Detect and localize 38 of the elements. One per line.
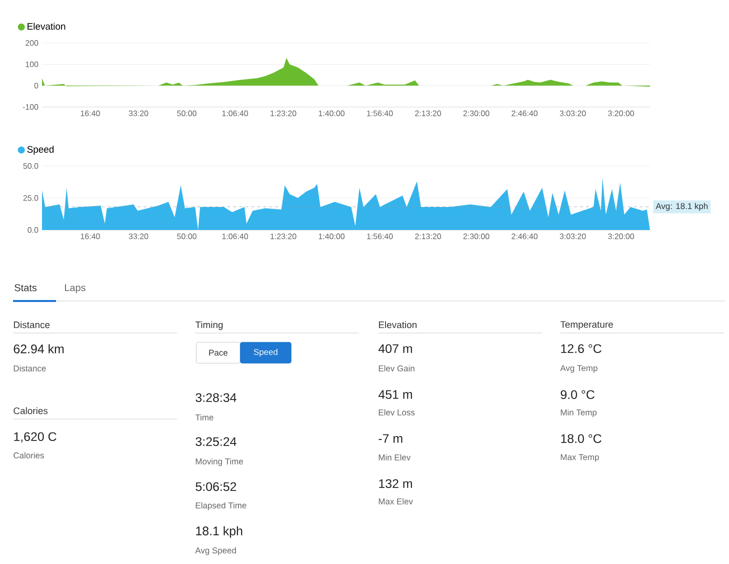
legend-label: Speed bbox=[27, 146, 54, 155]
ref-line-label: Avg: 18.1 kph bbox=[656, 202, 708, 211]
text: Timing bbox=[195, 321, 223, 330]
text: 3:25:24 bbox=[196, 437, 236, 446]
text: Calories bbox=[14, 452, 44, 458]
text: Avg Speed bbox=[195, 547, 236, 556]
text: Min Elev bbox=[378, 454, 411, 460]
text: Min Temp bbox=[560, 409, 597, 418]
text: Moving Time bbox=[196, 458, 243, 466]
text: Elapsed Time bbox=[196, 502, 246, 510]
text: Calories bbox=[14, 407, 48, 414]
text: Stats bbox=[14, 284, 37, 292]
text: 18.1 kph bbox=[196, 526, 242, 538]
text: 62.94 km bbox=[14, 344, 64, 354]
text: -7 m bbox=[378, 434, 402, 443]
text: 1,620 C bbox=[14, 432, 56, 442]
text: Temperature bbox=[560, 321, 613, 330]
text: Max Elev bbox=[378, 498, 413, 504]
text: Elev Loss bbox=[378, 409, 415, 416]
text: 3:28:34 bbox=[196, 393, 236, 402]
text: 407 m bbox=[378, 344, 412, 354]
text: 5:06:52 bbox=[196, 482, 236, 492]
text: Avg Temp bbox=[560, 365, 598, 373]
text: Pace bbox=[209, 350, 228, 356]
text: 451 m bbox=[378, 390, 412, 399]
text: 9.0 °C bbox=[560, 390, 594, 400]
text: 12.6 °C bbox=[561, 344, 602, 354]
text: Max Temp bbox=[560, 454, 599, 462]
text: Elevation bbox=[378, 321, 417, 328]
text: Distance bbox=[14, 365, 46, 372]
text: Distance bbox=[14, 321, 50, 328]
text: 18.0 °C bbox=[561, 434, 602, 444]
text: Time bbox=[195, 414, 214, 420]
text: Speed bbox=[254, 348, 278, 357]
legend-label: Elevation bbox=[28, 22, 66, 30]
text: Elev Gain bbox=[378, 365, 414, 372]
text: 132 m bbox=[379, 479, 412, 488]
text: Laps bbox=[65, 284, 86, 294]
